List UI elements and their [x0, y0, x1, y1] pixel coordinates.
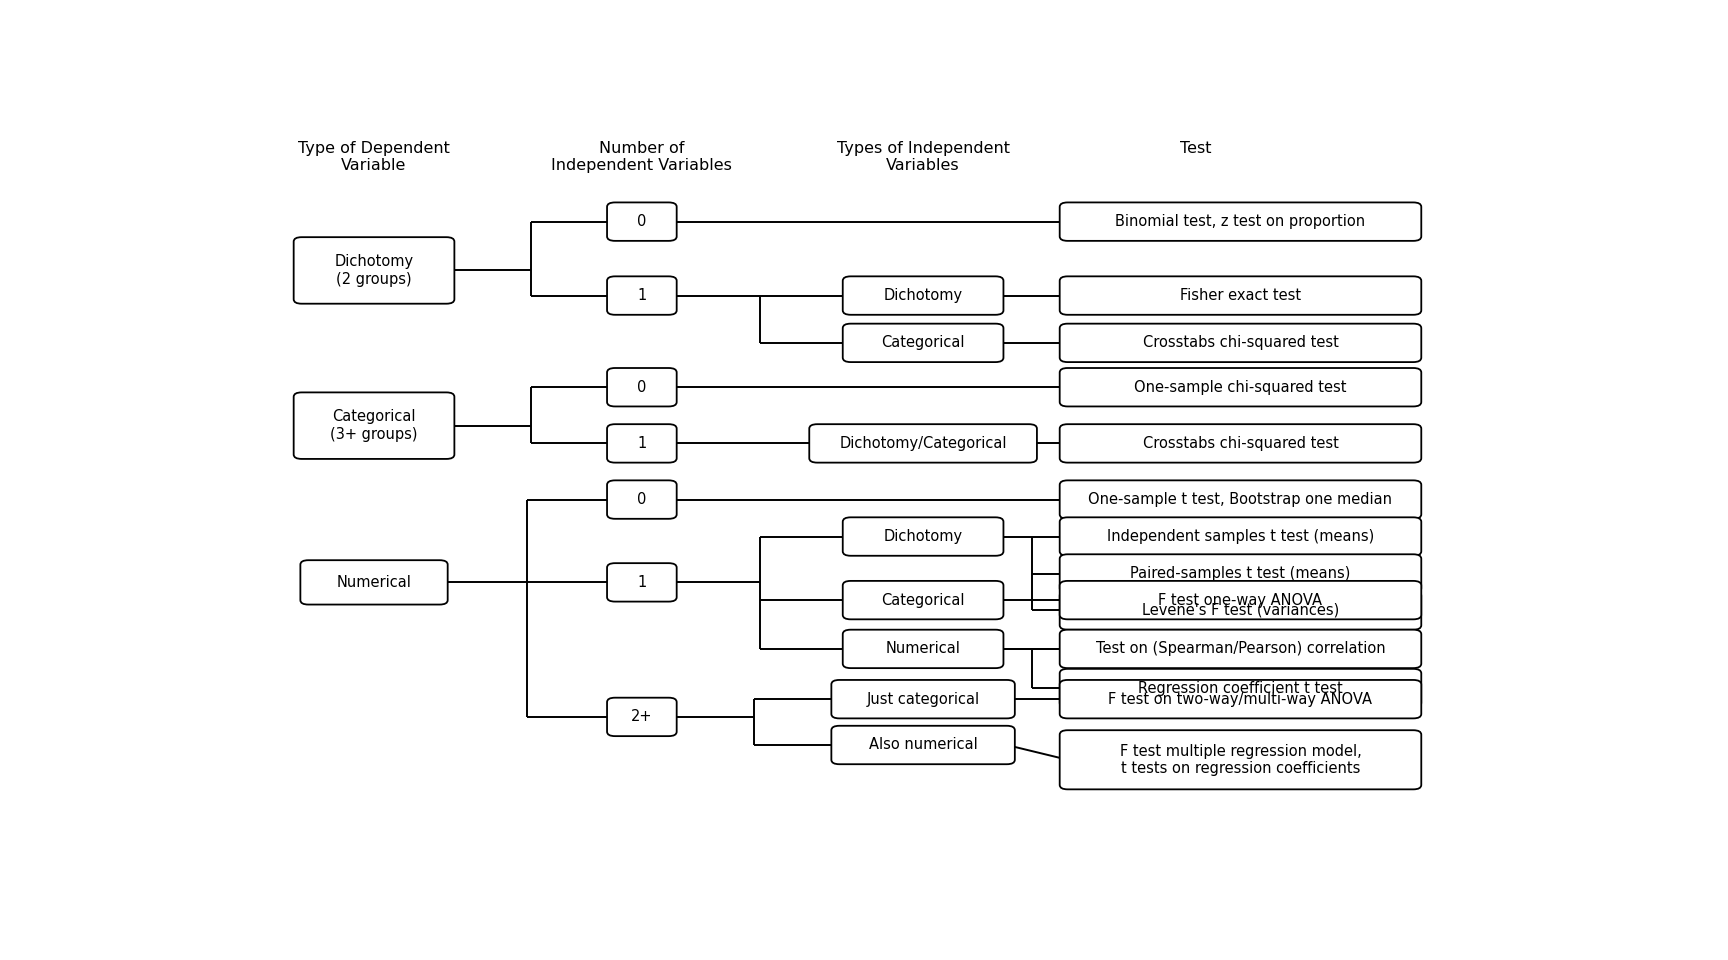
Text: Test on (Spearman/Pearson) correlation: Test on (Spearman/Pearson) correlation	[1096, 641, 1386, 657]
FancyBboxPatch shape	[843, 276, 1004, 315]
Text: Numerical: Numerical	[337, 575, 411, 589]
FancyBboxPatch shape	[843, 630, 1004, 668]
Text: Regression coefficient t test: Regression coefficient t test	[1139, 681, 1343, 696]
FancyBboxPatch shape	[843, 324, 1004, 362]
FancyBboxPatch shape	[1059, 669, 1420, 708]
Text: 0: 0	[638, 214, 646, 229]
Text: Type of Dependent
Variable: Type of Dependent Variable	[299, 141, 449, 174]
Text: Categorical
(3+ groups): Categorical (3+ groups)	[330, 410, 418, 442]
Text: Paired-samples t test (means): Paired-samples t test (means)	[1130, 566, 1351, 581]
Text: One-sample t test, Bootstrap one median: One-sample t test, Bootstrap one median	[1089, 492, 1393, 507]
FancyBboxPatch shape	[1059, 203, 1420, 241]
FancyBboxPatch shape	[607, 276, 677, 315]
Text: 1: 1	[638, 436, 646, 451]
FancyBboxPatch shape	[1059, 591, 1420, 630]
Text: F test multiple regression model,
t tests on regression coefficients: F test multiple regression model, t test…	[1120, 744, 1362, 776]
Text: Categorical: Categorical	[881, 335, 964, 350]
Text: 1: 1	[638, 575, 646, 589]
FancyBboxPatch shape	[607, 424, 677, 463]
Text: Categorical: Categorical	[881, 592, 964, 608]
FancyBboxPatch shape	[1059, 517, 1420, 556]
FancyBboxPatch shape	[294, 237, 454, 303]
FancyBboxPatch shape	[1059, 480, 1420, 518]
FancyBboxPatch shape	[607, 368, 677, 406]
FancyBboxPatch shape	[607, 203, 677, 241]
Text: F test one-way ANOVA: F test one-way ANOVA	[1158, 592, 1322, 608]
Text: Just categorical: Just categorical	[866, 691, 980, 707]
Text: Crosstabs chi-squared test: Crosstabs chi-squared test	[1142, 436, 1339, 451]
FancyBboxPatch shape	[831, 726, 1014, 764]
Text: 2+: 2+	[631, 709, 653, 725]
Text: Crosstabs chi-squared test: Crosstabs chi-squared test	[1142, 335, 1339, 350]
Text: Dichotomy: Dichotomy	[883, 529, 962, 544]
Text: 1: 1	[638, 288, 646, 303]
FancyBboxPatch shape	[1059, 424, 1420, 463]
FancyBboxPatch shape	[809, 424, 1037, 463]
FancyBboxPatch shape	[1059, 276, 1420, 315]
FancyBboxPatch shape	[301, 561, 448, 605]
Text: 0: 0	[638, 380, 646, 395]
FancyBboxPatch shape	[1059, 368, 1420, 406]
Text: Levene's F test (variances): Levene's F test (variances)	[1142, 603, 1339, 618]
Text: Test: Test	[1180, 141, 1211, 156]
Text: Fisher exact test: Fisher exact test	[1180, 288, 1301, 303]
Text: F test on two-way/multi-way ANOVA: F test on two-way/multi-way ANOVA	[1108, 691, 1372, 707]
Text: One-sample chi-squared test: One-sample chi-squared test	[1134, 380, 1346, 395]
FancyBboxPatch shape	[294, 393, 454, 459]
Text: Dichotomy
(2 groups): Dichotomy (2 groups)	[335, 254, 413, 287]
Text: Binomial test, z test on proportion: Binomial test, z test on proportion	[1116, 214, 1365, 229]
Text: Types of Independent
Variables: Types of Independent Variables	[836, 141, 1009, 174]
Text: 0: 0	[638, 492, 646, 507]
FancyBboxPatch shape	[1059, 680, 1420, 718]
Text: Numerical: Numerical	[886, 641, 961, 657]
FancyBboxPatch shape	[607, 480, 677, 518]
Text: Also numerical: Also numerical	[869, 737, 978, 753]
FancyBboxPatch shape	[1059, 731, 1420, 789]
Text: Independent samples t test (means): Independent samples t test (means)	[1108, 529, 1374, 544]
FancyBboxPatch shape	[607, 698, 677, 736]
FancyBboxPatch shape	[843, 581, 1004, 619]
FancyBboxPatch shape	[1059, 581, 1420, 619]
FancyBboxPatch shape	[607, 564, 677, 602]
Text: Dichotomy/Categorical: Dichotomy/Categorical	[840, 436, 1007, 451]
FancyBboxPatch shape	[831, 680, 1014, 718]
FancyBboxPatch shape	[1059, 554, 1420, 592]
Text: Dichotomy: Dichotomy	[883, 288, 962, 303]
FancyBboxPatch shape	[1059, 630, 1420, 668]
Text: Number of
Independent Variables: Number of Independent Variables	[551, 141, 733, 174]
FancyBboxPatch shape	[843, 517, 1004, 556]
FancyBboxPatch shape	[1059, 324, 1420, 362]
